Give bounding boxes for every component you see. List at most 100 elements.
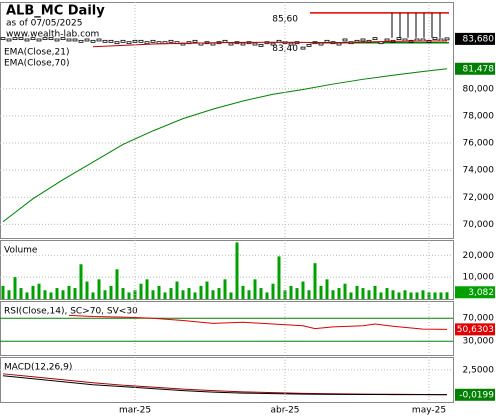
- volume-bar: [259, 288, 263, 299]
- price-candle: [120, 39, 126, 43]
- volume-bar: [157, 285, 161, 299]
- volume-bar: [349, 292, 353, 299]
- volume-bar: [421, 290, 425, 299]
- price-candle: [270, 42, 276, 46]
- volume-bar: [145, 279, 149, 299]
- volume-bar: [277, 256, 281, 299]
- price-candle: [42, 37, 48, 41]
- last-value-label: 83,680: [463, 34, 495, 44]
- volume-bar: [223, 279, 227, 299]
- volume-bar: [205, 281, 209, 299]
- volume-bar: [91, 292, 95, 299]
- y-tick-label: 76,000: [463, 139, 495, 149]
- series-line: [2, 375, 448, 396]
- price-candle: [6, 38, 12, 42]
- volume-bar: [343, 283, 347, 299]
- volume-bar: [49, 292, 53, 299]
- volume-bar: [295, 288, 299, 299]
- price-candle: [324, 39, 330, 43]
- price-candle: [240, 42, 246, 46]
- volume-bar: [37, 283, 41, 299]
- volume-bar: [199, 285, 203, 299]
- last-value-box: [455, 62, 495, 75]
- price-candle: [342, 38, 348, 42]
- volume-bar: [379, 292, 383, 299]
- volume-bar: [325, 279, 329, 299]
- y-tick-label: 20,000: [463, 251, 495, 261]
- level-label: 83,40: [272, 44, 298, 54]
- pane-frame: [0, 301, 454, 356]
- volume-bar: [127, 292, 131, 299]
- last-value-label: 3,082: [468, 288, 494, 298]
- volume-bar: [79, 264, 83, 299]
- volume-bar: [433, 292, 437, 299]
- volume-bar: [1, 285, 5, 299]
- last-value-label: -0,0199: [459, 390, 494, 400]
- volume-bar: [241, 285, 245, 299]
- volume-bar: [19, 288, 23, 299]
- volume-bar: [319, 285, 323, 299]
- volume-bar: [301, 281, 305, 299]
- price-candle: [258, 44, 264, 47]
- volume-bar: [391, 290, 395, 299]
- volume-bar: [265, 292, 269, 299]
- legend-entry: RSI(Close,14), SC>70, SV<30: [4, 307, 138, 317]
- volume-bar: [139, 283, 143, 299]
- volume-bar: [247, 290, 251, 299]
- price-candle: [126, 41, 132, 45]
- volume-bar: [217, 288, 221, 299]
- volume-bar: [385, 288, 389, 299]
- volume-bar: [43, 290, 47, 299]
- volume-bar: [253, 279, 257, 299]
- y-tick-label: 72,000: [463, 193, 495, 203]
- last-value-box: [455, 32, 495, 45]
- volume-bar: [13, 277, 17, 299]
- price-candle: [306, 44, 312, 47]
- volume-bar: [25, 292, 29, 299]
- volume-bar: [373, 285, 377, 299]
- price-candle: [36, 38, 42, 42]
- volume-bar: [61, 290, 65, 299]
- volume-bar: [289, 285, 293, 299]
- volume-bar: [73, 288, 77, 299]
- volume-bar: [121, 288, 125, 299]
- volume-bar: [235, 242, 239, 299]
- pane-frame: [0, 2, 454, 239]
- volume-bar: [7, 290, 11, 299]
- price-candle: [168, 39, 174, 43]
- volume-bar: [355, 285, 359, 299]
- volume-bar: [367, 290, 371, 299]
- price-candle: [444, 37, 450, 41]
- volume-bar: [97, 279, 101, 299]
- y-tick-label: 80,000: [463, 84, 495, 94]
- volume-bar: [229, 292, 233, 299]
- volume-bar: [181, 290, 185, 299]
- volume-bar: [439, 292, 443, 299]
- volume-bar: [337, 288, 341, 299]
- volume-bar: [193, 292, 197, 299]
- price-candle: [24, 38, 30, 42]
- volume-bar: [307, 290, 311, 299]
- price-candle: [252, 42, 258, 46]
- price-candle: [150, 39, 156, 43]
- series-line: [68, 314, 448, 330]
- price-candle: [60, 37, 66, 41]
- volume-bar: [409, 292, 413, 299]
- volume-bar: [31, 285, 35, 299]
- volume-bar: [445, 292, 449, 299]
- volume-bar: [163, 292, 167, 299]
- price-candle: [54, 38, 60, 42]
- volume-bar: [115, 269, 119, 299]
- volume-bar: [415, 292, 419, 299]
- volume-bar: [331, 290, 335, 299]
- price-candle: [336, 42, 342, 46]
- price-candle: [210, 42, 216, 46]
- price-candle: [144, 41, 150, 45]
- price-candle: [66, 38, 72, 42]
- series-line: [92, 40, 447, 48]
- legend-entry: EMA(Close,70): [4, 59, 69, 69]
- price-candle: [84, 38, 90, 42]
- volume-bar: [271, 283, 275, 299]
- date-note: as of 07/05/2025: [6, 19, 82, 29]
- level-label: 85,60: [272, 14, 298, 24]
